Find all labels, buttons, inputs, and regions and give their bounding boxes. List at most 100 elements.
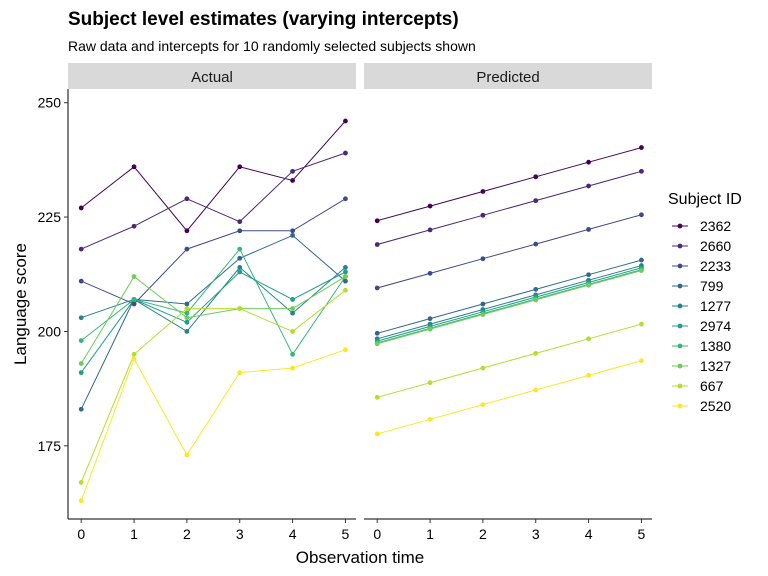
data-point-1327 bbox=[586, 282, 591, 288]
series-line-2660 bbox=[81, 152, 346, 250]
data-point-2233 bbox=[237, 228, 243, 234]
facet-strip-1 bbox=[364, 63, 652, 89]
series-line-2520 bbox=[80, 349, 346, 501]
data-point-1327 bbox=[184, 315, 190, 321]
series-line-2974 bbox=[377, 267, 642, 342]
data-point-1380 bbox=[184, 310, 190, 316]
series-line-667 bbox=[377, 323, 642, 398]
data-point-2362 bbox=[586, 159, 591, 165]
data-point-2660 bbox=[533, 198, 539, 204]
data-point-2233 bbox=[427, 270, 433, 276]
data-point-2233 bbox=[343, 196, 348, 202]
series-line-2974 bbox=[80, 271, 346, 373]
data-point-2520 bbox=[343, 347, 348, 353]
data-point-2362 bbox=[343, 118, 348, 124]
data-point-2974 bbox=[184, 319, 190, 325]
legend-key-point bbox=[677, 323, 683, 329]
data-point-1380 bbox=[290, 351, 295, 357]
data-point-2520 bbox=[290, 365, 295, 371]
x-tick-label: 4 bbox=[585, 526, 593, 542]
legend-entry-1327: 1327 bbox=[700, 358, 731, 374]
data-point-1327 bbox=[427, 326, 433, 332]
data-point-1327 bbox=[480, 312, 486, 317]
data-point-1327 bbox=[374, 341, 380, 347]
y-tick-label: 200 bbox=[38, 323, 62, 339]
legend-entry-2660: 2660 bbox=[700, 238, 731, 254]
series-line-2362 bbox=[80, 120, 346, 232]
data-point-2362 bbox=[480, 189, 486, 194]
data-point-1277 bbox=[184, 329, 190, 334]
x-tick-label: 0 bbox=[373, 526, 381, 542]
data-point-2520 bbox=[533, 387, 539, 393]
data-point-667 bbox=[131, 351, 137, 357]
data-point-2974 bbox=[343, 269, 348, 275]
x-tick-label: 5 bbox=[638, 526, 646, 542]
data-point-667 bbox=[237, 306, 243, 311]
data-point-667 bbox=[639, 321, 644, 327]
data-point-2362 bbox=[237, 164, 243, 170]
data-point-2660 bbox=[343, 150, 348, 156]
data-point-1327 bbox=[533, 297, 539, 303]
data-point-799 bbox=[237, 255, 243, 261]
data-point-1327 bbox=[343, 274, 348, 279]
data-point-2233 bbox=[290, 228, 295, 234]
data-point-799 bbox=[374, 330, 380, 336]
data-point-2520 bbox=[480, 402, 486, 408]
data-point-2233 bbox=[78, 278, 84, 284]
data-point-2974 bbox=[237, 269, 243, 275]
data-point-2660 bbox=[184, 196, 190, 202]
legend-entry-1277: 1277 bbox=[700, 298, 731, 314]
x-tick-label: 2 bbox=[183, 526, 191, 542]
data-point-2233 bbox=[533, 241, 539, 247]
legend-key-point bbox=[677, 223, 683, 229]
x-tick-label: 1 bbox=[130, 526, 138, 542]
data-point-2520 bbox=[78, 498, 84, 504]
data-point-2660 bbox=[290, 168, 295, 174]
data-point-799 bbox=[586, 272, 591, 278]
data-point-667 bbox=[184, 306, 190, 311]
data-point-799 bbox=[639, 257, 644, 263]
legend-key-point bbox=[677, 343, 683, 349]
legend-entry-1380: 1380 bbox=[700, 338, 731, 354]
legend-entry-799: 799 bbox=[700, 278, 724, 294]
series-line-1277 bbox=[377, 265, 642, 340]
data-point-667 bbox=[374, 394, 380, 400]
legend-key-point bbox=[677, 403, 683, 409]
legend-key-point bbox=[677, 263, 683, 269]
data-point-2660 bbox=[639, 168, 644, 174]
data-point-2660 bbox=[131, 223, 137, 229]
data-point-1380 bbox=[78, 338, 84, 343]
x-tick-label: 5 bbox=[342, 526, 350, 542]
data-point-2233 bbox=[374, 285, 380, 291]
series-line-2660 bbox=[377, 170, 642, 245]
data-point-799 bbox=[290, 232, 295, 238]
data-point-2520 bbox=[586, 372, 591, 378]
data-point-1327 bbox=[290, 306, 295, 311]
data-point-2974 bbox=[78, 370, 84, 376]
series-line-799 bbox=[377, 259, 642, 334]
x-tick-label: 2 bbox=[479, 526, 487, 542]
y-tick-label: 250 bbox=[38, 95, 62, 111]
facet-strip-label: Predicted bbox=[476, 69, 539, 86]
data-point-1277 bbox=[78, 315, 84, 321]
series-line-2362 bbox=[377, 147, 642, 222]
data-point-1327 bbox=[131, 274, 137, 279]
data-point-667 bbox=[480, 365, 486, 371]
y-tick-label: 175 bbox=[38, 438, 62, 454]
data-point-2362 bbox=[533, 174, 539, 180]
data-point-799 bbox=[78, 406, 84, 412]
data-point-2233 bbox=[480, 256, 486, 262]
data-point-667 bbox=[586, 336, 591, 342]
legend-key-point bbox=[677, 303, 683, 309]
data-point-2520 bbox=[639, 358, 644, 364]
data-point-2660 bbox=[237, 219, 243, 225]
data-point-667 bbox=[343, 287, 348, 293]
legend-entry-2362: 2362 bbox=[700, 218, 731, 234]
series-line-799 bbox=[80, 234, 346, 410]
x-tick-label: 0 bbox=[77, 526, 85, 542]
data-point-2974 bbox=[290, 297, 295, 302]
facet-strip-label: Actual bbox=[191, 69, 233, 86]
x-tick-label: 1 bbox=[426, 526, 434, 542]
x-tick-label: 3 bbox=[236, 526, 244, 542]
data-point-2520 bbox=[374, 431, 380, 437]
